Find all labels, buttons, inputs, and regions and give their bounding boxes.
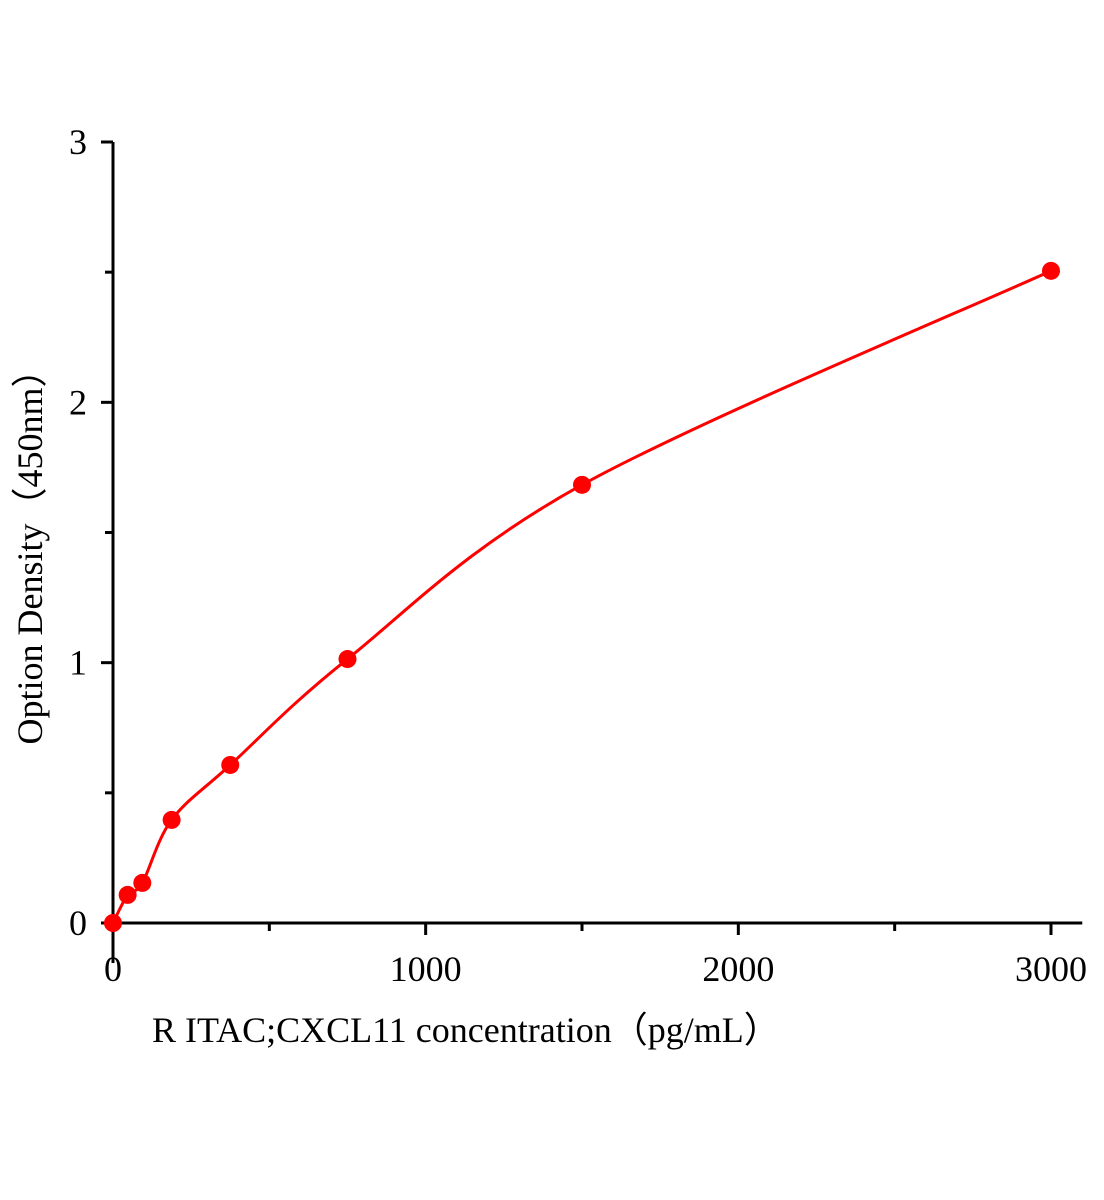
x-tick-label: 0 <box>104 949 122 989</box>
x-tick-label: 3000 <box>1015 949 1087 989</box>
data-point <box>338 650 357 669</box>
data-point <box>104 914 122 932</box>
y-tick-label: 1 <box>69 643 87 683</box>
x-axis-label: R ITAC;CXCL11 concentration（pg/mL） <box>152 1010 780 1050</box>
x-tick-label: 1000 <box>390 949 462 989</box>
y-tick-label: 3 <box>69 122 87 162</box>
data-point <box>1042 261 1060 280</box>
data-point <box>118 885 137 904</box>
y-tick-label: 0 <box>69 903 87 943</box>
data-point <box>133 873 152 892</box>
data-point <box>573 475 591 494</box>
fit-curve <box>111 269 1052 924</box>
y-axis-label: Option Density（450nm） <box>10 352 50 745</box>
x-tick-label: 2000 <box>702 949 774 989</box>
data-point <box>221 755 240 774</box>
data-point <box>162 810 181 829</box>
y-tick-label: 2 <box>69 382 87 422</box>
